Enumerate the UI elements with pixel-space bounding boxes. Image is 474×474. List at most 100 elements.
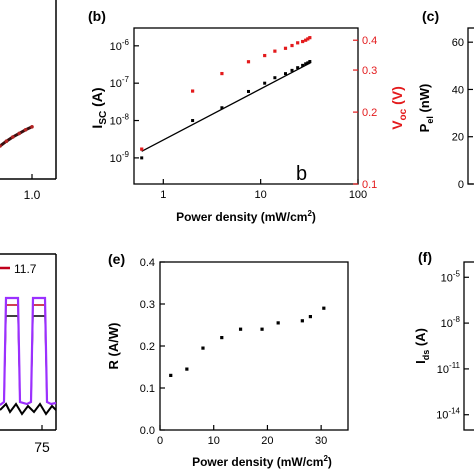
panel-b-x-tick-label: 10: [255, 189, 267, 201]
panel-f-tick-label: 10-11: [437, 361, 461, 376]
panel-d-noise-trace: [0, 402, 57, 416]
panel-c-y-axis-label: Pel (nW): [417, 84, 435, 133]
panel-b-left-axis-label: ISC (A): [89, 87, 109, 128]
panel-c-tick-label: 20: [452, 132, 464, 144]
panel-e-ticks: 0 10 20 30 0.0 0.1 0.2 0.3 0.4: [140, 257, 328, 447]
panel-b-voc-point: [306, 37, 310, 41]
panel-e-y-tick-label: 0.3: [140, 299, 155, 311]
panel-e-point: [300, 319, 304, 323]
panel-b-voc-point: [290, 43, 294, 48]
panel-e-point: [260, 327, 264, 331]
panel-b-isc-point: [308, 60, 312, 64]
panel-b-voc-point: [246, 60, 251, 64]
panel-b-voc-point: [296, 41, 300, 45]
panel-e-point: [201, 346, 205, 350]
panel-e-point: [185, 367, 189, 371]
panel-e-y-tick-label: 0.4: [140, 257, 155, 269]
panel-f: (f) 10-5 10-8 10-11 10-14 Ids (A): [413, 249, 474, 431]
panel-b-voc-point: [220, 71, 224, 76]
panel-b-frame: [133, 27, 359, 185]
panel-b-isc-point: [273, 76, 277, 80]
panel-b-x-tick-label: 100: [349, 189, 367, 201]
panel-c: (c) 0 20 40 60 Pel (nW): [417, 8, 474, 191]
panel-b-isc-point: [296, 66, 300, 70]
panel-d-x-tick-label: 75: [34, 439, 50, 455]
panel-e-x-tick-label: 0: [157, 435, 163, 447]
panel-e-y-tick-label: 0.1: [140, 383, 155, 395]
panel-b-left-tick-label: 10-8: [110, 113, 130, 128]
panel-b-isc-point: [306, 61, 310, 65]
panel-e-x-axis-label: Power density (mW/cm2): [192, 454, 332, 469]
panel-a: 1.0: [0, 0, 57, 202]
panel-a-point: [4, 139, 9, 143]
panel-d-trace-purple: [0, 296, 57, 406]
panel-b-isc-series: [140, 60, 312, 160]
panel-b-isc-point: [220, 106, 224, 110]
panel-d: 75 11.7: [0, 253, 57, 455]
panel-b: (b) 1 10 100 10-9 10-8 10-7 10-6 0.1 0.2 0.3 0.4 b…: [88, 8, 409, 224]
panel-f-tick-label: 10-8: [441, 315, 461, 330]
panel-b-ticks: 1 10 100 10-9 10-8 10-7 10-6 0.1 0.2 0.3 0.4: [110, 35, 378, 201]
panel-c-tick-label: 0: [458, 179, 464, 191]
panel-a-point: [11, 135, 15, 139]
panel-b-right-tick-label: 0.2: [362, 107, 377, 119]
panel-b-isc-point: [191, 119, 195, 123]
panel-b-voc-point: [301, 39, 305, 44]
panel-b-voc-point: [191, 89, 195, 93]
panel-e-point: [238, 327, 243, 331]
panel-f-ticks: 10-5 10-8 10-11 10-14: [436, 269, 469, 422]
panel-b-isc-point: [140, 156, 144, 160]
panel-a-point: [0, 144, 2, 148]
panel-e-point: [276, 321, 280, 325]
panel-b-isc-point: [304, 62, 308, 66]
panel-b-left-tick-label: 10-7: [110, 75, 130, 90]
panel-b-x-tick-label: 1: [160, 189, 166, 201]
panel-e-point: [322, 306, 326, 310]
panel-b-voc-point: [308, 36, 312, 40]
panel-b-fit: [141, 61, 312, 152]
panel-d-legend-label: 11.7: [14, 262, 37, 276]
panel-a-plot: [0, 125, 34, 148]
panel-e-point: [169, 373, 173, 377]
panel-f-tick-label: 10-5: [441, 269, 461, 284]
panel-e-x-tick-label: 30: [315, 435, 327, 447]
panel-e-point: [308, 315, 312, 319]
panel-b-isc-point: [263, 81, 267, 85]
panel-b-isc-point: [301, 63, 305, 67]
panel-b-isc-point: [290, 68, 294, 72]
panel-f-label: (f): [418, 249, 432, 265]
panel-c-ticks: 0 20 40 60: [452, 37, 473, 191]
panel-b-left-tick-label: 10-9: [110, 150, 130, 165]
panel-e: (e) 0 10 20 30 0.0 0.1 0.2 0.3 0.4 Power density…: [106, 251, 349, 469]
panel-a-point: [17, 131, 22, 136]
panel-b-isc-point: [246, 89, 250, 93]
panel-b-annotation: b: [296, 163, 307, 185]
panel-e-point: [220, 336, 224, 340]
panel-b-label: (b): [88, 8, 106, 24]
panel-e-x-tick-label: 20: [261, 435, 273, 447]
panel-b-right-tick-label: 0.1: [362, 179, 377, 191]
panel-e-series: [169, 306, 326, 377]
panel-b-right-tick-label: 0.4: [362, 35, 377, 47]
panel-b-voc-point: [283, 46, 288, 50]
panel-e-x-tick-label: 10: [208, 435, 220, 447]
panel-f-frame: [463, 261, 474, 431]
panel-c-tick-label: 60: [452, 37, 464, 49]
panel-b-right-axis-label: Voc (V): [389, 86, 409, 130]
panel-b-voc-series: [140, 36, 312, 151]
panel-b-voc-point: [263, 53, 267, 58]
panel-c-tick-label: 40: [452, 84, 464, 96]
panel-b-x-axis-label: Power density (mW/cm2): [176, 209, 316, 224]
panel-b-left-tick-label: 10-6: [110, 38, 130, 53]
panel-e-y-axis-label: R (A/W): [106, 323, 121, 370]
panel-b-right-tick-label: 0.3: [362, 65, 377, 77]
panel-f-y-axis-label: Ids (A): [413, 328, 431, 364]
panel-b-fit-line: [141, 61, 312, 152]
panel-c-label: (c): [422, 8, 439, 24]
panel-a-x-tick-label: 1.0: [24, 188, 41, 202]
panel-e-label: (e): [108, 251, 125, 267]
panel-b-voc-point: [140, 147, 144, 151]
panel-b-isc-point: [284, 72, 288, 76]
panel-b-voc-point: [273, 49, 277, 53]
